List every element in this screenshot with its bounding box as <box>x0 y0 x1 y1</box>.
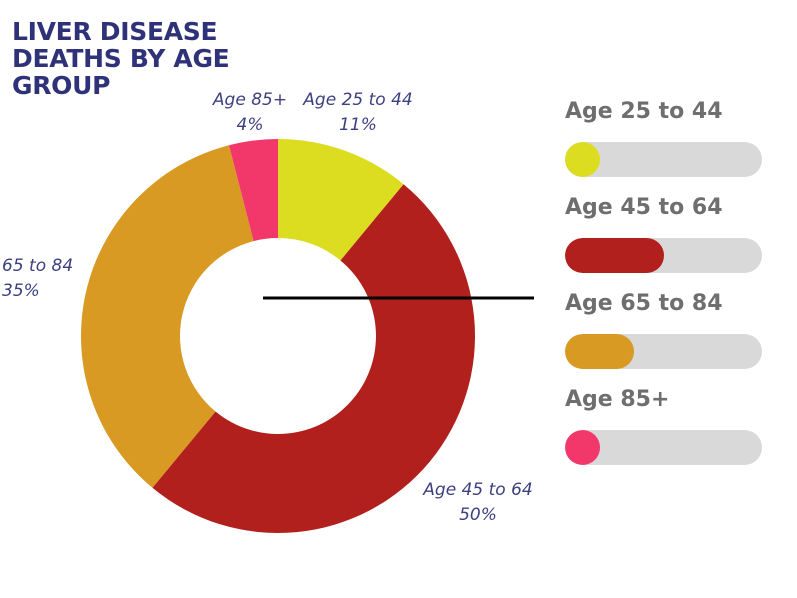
donut-slice-25-44 <box>278 139 404 261</box>
bar-fill-65-84 <box>565 334 634 369</box>
slice-label-45-64: Age 45 to 64 50% <box>414 478 542 528</box>
slice-label-25-44: Age 25 to 44 11% <box>296 88 420 138</box>
slice-label-45-64-value: 50% <box>459 505 497 525</box>
bar-track-45-64 <box>565 238 762 273</box>
bar-track-85-plus <box>565 430 762 465</box>
chart-title: LIVER DISEASE DEATHS BY AGE GROUP <box>12 17 230 100</box>
bar-label-25-44: Age 25 to 44 <box>565 99 723 124</box>
bar-item-85-plus: Age 85+ <box>565 386 762 465</box>
slice-label-85-plus: Age 85+ 4% <box>206 88 294 138</box>
slice-label-25-44-name: Age 25 to 44 <box>303 90 413 110</box>
slice-label-25-44-value: 11% <box>339 115 377 135</box>
bar-item-25-44: Age 25 to 44 <box>565 98 762 177</box>
bar-track-25-44 <box>565 142 762 177</box>
bar-label-85-plus: Age 85+ <box>565 387 670 412</box>
donut-slice-65-84 <box>81 145 254 488</box>
slice-label-85-plus-value: 4% <box>236 115 264 135</box>
bar-fill-85-plus <box>565 430 600 465</box>
bar-label-65-84: Age 65 to 84 <box>565 291 723 316</box>
bar-fill-25-44 <box>565 142 600 177</box>
slice-label-65-84: 65 to 84 35% <box>2 254 73 304</box>
slice-label-45-64-name: Age 45 to 64 <box>423 480 533 500</box>
bar-item-65-84: Age 65 to 84 <box>565 290 762 369</box>
slice-label-85-plus-name: Age 85+ <box>212 90 288 110</box>
bar-item-45-64: Age 45 to 64 <box>565 194 762 273</box>
bar-label-45-64: Age 45 to 64 <box>565 195 723 220</box>
donut-slice-85-plus <box>229 139 278 242</box>
slice-label-65-84-name: 65 to 84 <box>2 256 74 276</box>
bar-fill-45-64 <box>565 238 664 273</box>
bar-track-65-84 <box>565 334 762 369</box>
donut-slice-45-64 <box>152 184 475 533</box>
slice-label-65-84-value: 35% <box>2 281 40 301</box>
